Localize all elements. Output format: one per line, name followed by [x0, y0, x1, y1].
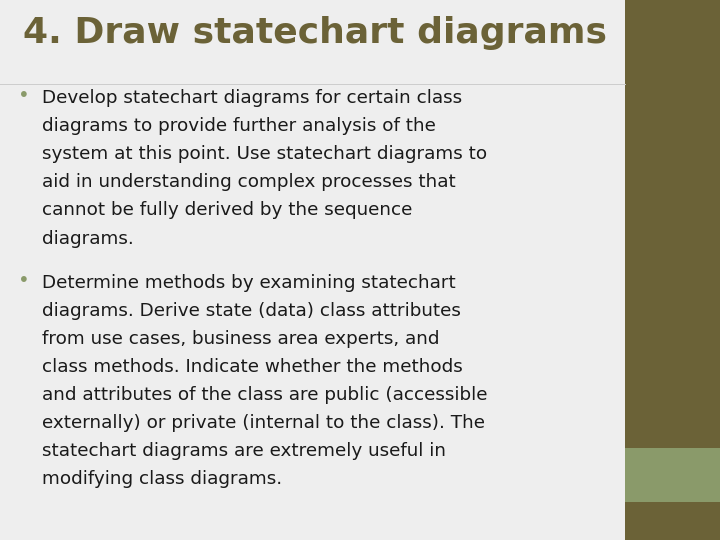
- Text: modifying class diagrams.: modifying class diagrams.: [42, 470, 282, 488]
- Text: Determine methods by examining statechart: Determine methods by examining statechar…: [42, 274, 456, 292]
- FancyBboxPatch shape: [625, 448, 720, 502]
- Text: externally) or private (internal to the class). The: externally) or private (internal to the …: [42, 414, 485, 432]
- Text: from use cases, business area experts, and: from use cases, business area experts, a…: [42, 330, 439, 348]
- Text: cannot be fully derived by the sequence: cannot be fully derived by the sequence: [42, 201, 412, 219]
- Text: system at this point. Use statechart diagrams to: system at this point. Use statechart dia…: [42, 145, 487, 163]
- Text: Develop statechart diagrams for certain class: Develop statechart diagrams for certain …: [42, 89, 462, 107]
- Text: •: •: [18, 271, 30, 290]
- FancyBboxPatch shape: [625, 0, 720, 540]
- Text: diagrams. Derive state (data) class attributes: diagrams. Derive state (data) class attr…: [42, 302, 461, 320]
- Text: and attributes of the class are public (accessible: and attributes of the class are public (…: [42, 386, 487, 404]
- Text: •: •: [18, 86, 30, 105]
- Text: statechart diagrams are extremely useful in: statechart diagrams are extremely useful…: [42, 442, 446, 460]
- FancyBboxPatch shape: [625, 510, 720, 540]
- Text: diagrams to provide further analysis of the: diagrams to provide further analysis of …: [42, 117, 436, 135]
- Text: aid in understanding complex processes that: aid in understanding complex processes t…: [42, 173, 456, 191]
- Text: diagrams.: diagrams.: [42, 230, 133, 247]
- Text: class methods. Indicate whether the methods: class methods. Indicate whether the meth…: [42, 358, 462, 376]
- Text: 4. Draw statechart diagrams: 4. Draw statechart diagrams: [23, 16, 607, 50]
